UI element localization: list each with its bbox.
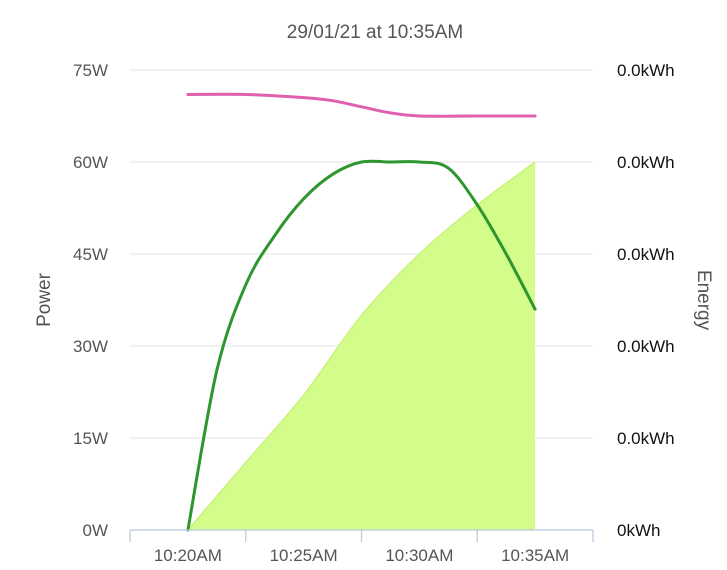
y-tick-label: 45W	[73, 245, 108, 264]
y-tick-label: 75W	[73, 61, 108, 80]
y2-axis-label: Energy	[693, 270, 714, 331]
x-tick-label: 10:30AM	[385, 546, 453, 565]
y2-tick-label: 0kWh	[617, 521, 660, 540]
y-axis-label: Power	[34, 272, 55, 327]
y-axis-ticks: 0W 0kWh 15W 0.0kWh 30W 0.0kWh 45W 0.0kWh 60W 0.0k…	[73, 61, 675, 540]
x-axis-ticks: 10:20AM 10:25AM 10:30AM 10:35AM	[129, 530, 594, 565]
energy-area-fill	[187, 162, 536, 530]
y2-tick-label: 0.0kWh	[617, 153, 675, 172]
series-line-1	[186, 159, 537, 532]
x-tick-label: 10:25AM	[270, 546, 338, 565]
y2-tick-label: 0.0kWh	[617, 429, 675, 448]
y2-tick-label: 0.0kWh	[617, 61, 675, 80]
y-tick-label: 60W	[73, 153, 108, 172]
power-lines-layer	[186, 92, 537, 532]
y2-tick-label: 0.0kWh	[617, 245, 675, 264]
x-tick-label: 10:20AM	[154, 546, 222, 565]
y-tick-label: 30W	[73, 337, 108, 356]
y2-tick-label: 0.0kWh	[617, 337, 675, 356]
chart-title: 29/01/21 at 10:35AM	[287, 22, 463, 43]
x-tick-label: 10:35AM	[501, 546, 569, 565]
series-line-2	[186, 92, 537, 118]
y-tick-label: 0W	[83, 521, 109, 540]
y-tick-label: 15W	[73, 429, 108, 448]
